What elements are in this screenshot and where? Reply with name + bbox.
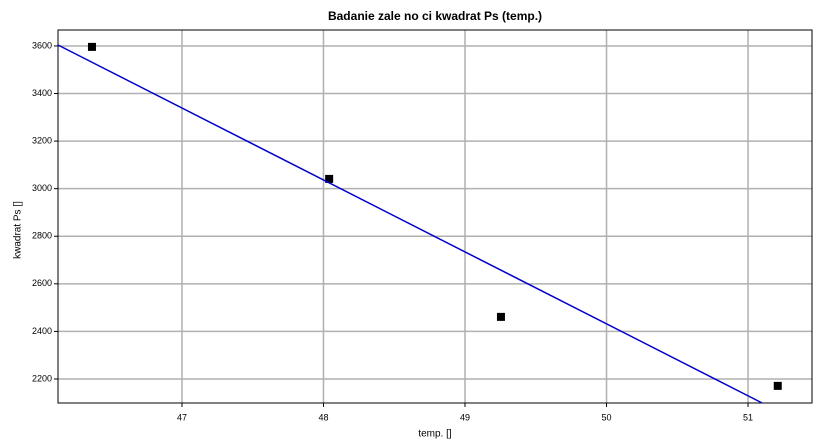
x-tick-label: 50 <box>602 412 612 422</box>
data-point <box>496 312 505 321</box>
data-point <box>325 174 334 183</box>
x-tick-label: 51 <box>743 412 753 422</box>
x-tick-label: 48 <box>318 412 328 422</box>
x-tick-label: 49 <box>460 412 470 422</box>
y-tick-label: 2800 <box>32 231 52 241</box>
y-tick-label: 2600 <box>32 278 52 288</box>
x-axis-label: temp. [] <box>418 429 452 440</box>
chart-title: Badanie zale no ci kwadrat Ps (temp.) <box>328 9 542 23</box>
data-point <box>87 42 96 51</box>
trend-line <box>57 44 763 404</box>
x-tick-label: 47 <box>177 412 187 422</box>
y-tick-label: 3200 <box>32 135 52 145</box>
y-axis-label: kwadrat Ps [] <box>13 201 24 259</box>
y-tick-label: 2200 <box>32 373 52 383</box>
y-tick-label: 3400 <box>32 88 52 98</box>
data-point <box>773 381 782 390</box>
y-tick-label: 3600 <box>32 40 52 50</box>
plot-frame <box>57 29 813 404</box>
y-tick-label: 3000 <box>32 183 52 193</box>
y-tick-label: 2400 <box>32 326 52 336</box>
